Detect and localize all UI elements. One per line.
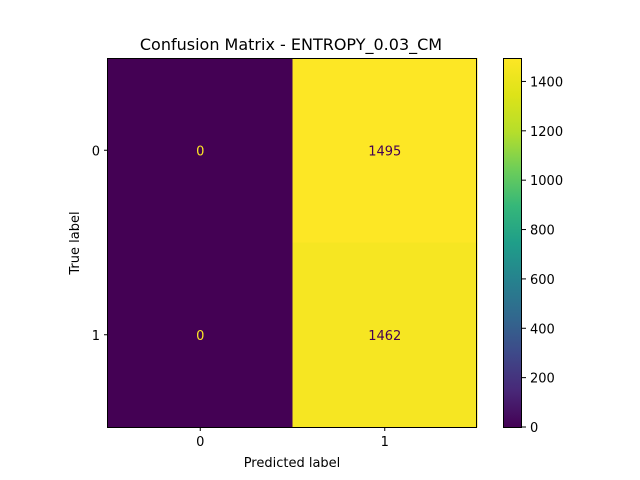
x-tick-label: 1 — [381, 435, 389, 450]
heatmap-cell — [292, 58, 478, 243]
x-axis-label: Predicted label — [244, 456, 341, 471]
colorbar — [503, 58, 522, 428]
x-tick-label: 0 — [196, 435, 204, 450]
colorbar-tick-label: 1000 — [530, 174, 563, 189]
y-axis-label: True label — [68, 211, 83, 275]
cell-value-label: 1495 — [368, 144, 401, 159]
colorbar-tick-label: 600 — [530, 273, 555, 288]
colorbar-tick-label: 200 — [530, 372, 555, 387]
colorbar-tick-label: 800 — [530, 224, 555, 239]
y-tick-label: 1 — [92, 329, 100, 344]
cell-value-label: 0 — [196, 329, 204, 344]
heatmap-cell — [108, 242, 293, 428]
colorbar-tick-label: 1400 — [530, 75, 563, 90]
colorbar-tick-label: 400 — [530, 322, 555, 337]
cell-value-label: 1462 — [368, 329, 401, 344]
colorbar-tick-label: 0 — [530, 421, 538, 436]
heatmap-cell — [108, 58, 293, 243]
y-axis-ticks: 01 — [92, 144, 108, 344]
heatmap-cell — [292, 242, 478, 428]
colorbar-tick-label: 1200 — [530, 125, 563, 140]
colorbar-ticks: 0 200 400 600 800 1000 1200 1400 — [522, 75, 563, 436]
cell-value-label: 0 — [196, 144, 204, 159]
heatmap-cells — [108, 58, 478, 428]
y-tick-label: 0 — [92, 144, 100, 159]
chart-title: Confusion Matrix - ENTROPY_0.03_CM — [140, 35, 442, 55]
cell-value-labels: 0 1495 0 1462 — [196, 144, 401, 344]
plot-frame — [107, 58, 477, 428]
